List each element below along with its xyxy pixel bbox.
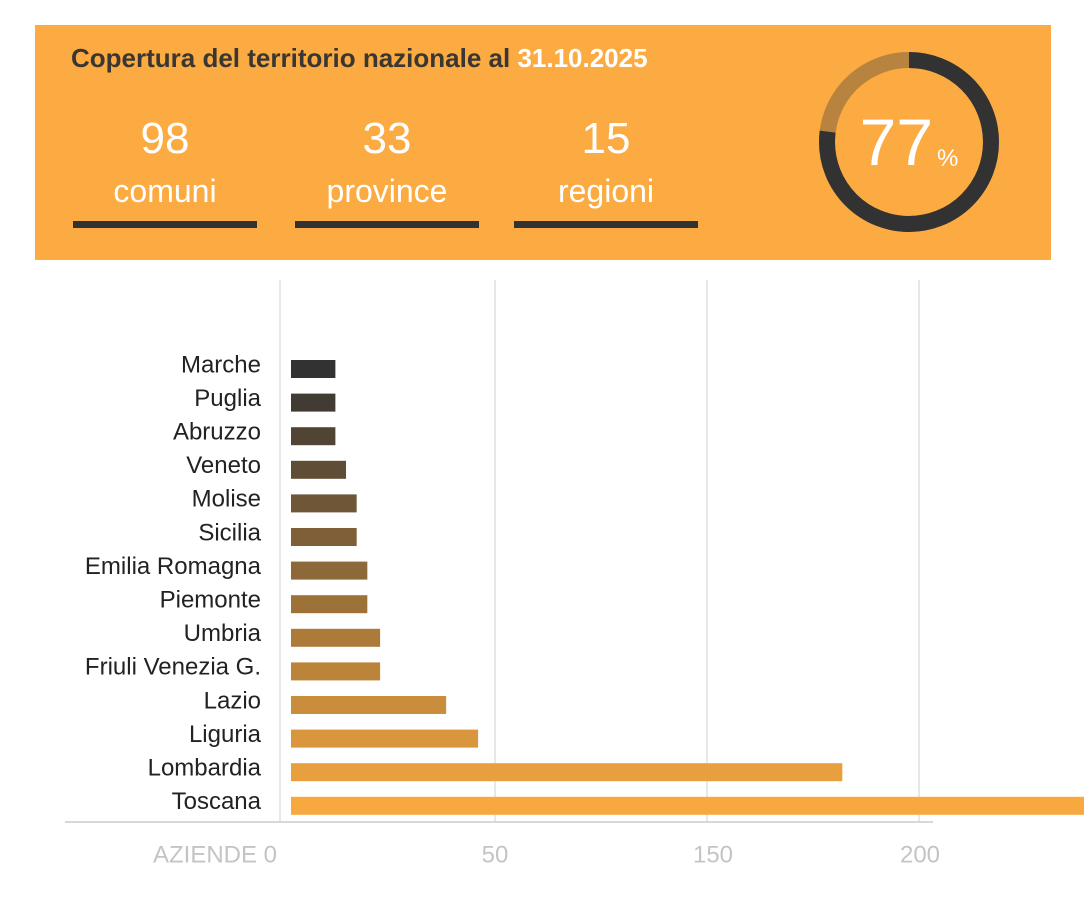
stat-regioni-label: regioni (557, 173, 655, 209)
category-label: Toscana (172, 788, 262, 815)
coverage-gauge (819, 52, 999, 232)
bar-sicilia (291, 528, 357, 546)
x-tick-label: 150 (693, 841, 733, 868)
stat-comuni-value: 98 (140, 114, 190, 163)
category-label: Abruzzo (173, 419, 261, 446)
banner-title: Copertura del territorio nazionale al 31… (71, 43, 648, 74)
bar-piemonte (291, 595, 368, 614)
category-label: Emilia Romagna (85, 553, 262, 580)
bar-friuli-venezia-g (291, 662, 381, 681)
category-label: Lombardia (148, 755, 262, 782)
gauge-label: 77% (818, 51, 1000, 233)
category-label: Umbria (184, 620, 262, 647)
category-label: Puglia (194, 385, 261, 412)
chart-bars (291, 360, 1084, 815)
chart-gridlines (65, 280, 933, 823)
x-tick-label: AZIENDE 0 (153, 841, 277, 868)
gauge-percent-value: 77 (859, 105, 934, 179)
gauge-percent-sign: % (937, 145, 959, 172)
category-label: Friuli Venezia G. (85, 654, 261, 681)
bar-emilia-romagna (291, 561, 368, 580)
stat-regioni: 15 regioni (514, 113, 698, 228)
category-label: Piemonte (160, 587, 261, 614)
bar-marche (291, 360, 336, 378)
gauge-progress-arc (819, 52, 999, 232)
stat-comuni-label: comuni (113, 173, 217, 209)
stat-province-value: 33 (362, 114, 412, 163)
category-label: Molise (192, 486, 261, 513)
stat-province-underline (295, 221, 479, 228)
chart-category-labels: Marche Puglia Abruzzo Veneto Molise Sicilia Em… (85, 351, 262, 815)
stat-comuni-underline (73, 221, 257, 228)
bar-liguria (291, 729, 479, 748)
bar-lazio (291, 696, 447, 714)
bar-puglia (291, 393, 336, 412)
banner-title-text: Copertura del territorio nazionale al (71, 43, 511, 73)
category-label: Marche (181, 351, 261, 378)
bar-lombardia (291, 763, 843, 782)
x-tick-label: 200 (900, 841, 940, 868)
chart-tick-labels: AZIENDE 0 50 150 200 (153, 841, 940, 868)
banner-date: 31.10.2025 (517, 43, 648, 73)
bar-veneto (291, 460, 347, 479)
coverage-banner: Copertura del territorio nazionale al 31… (35, 25, 1051, 260)
bar-molise (291, 494, 357, 513)
category-label: Sicilia (198, 519, 261, 546)
bar-toscana (291, 796, 1084, 815)
category-label: Liguria (189, 721, 262, 748)
stat-regioni-underline (514, 221, 698, 228)
stat-regioni-value: 15 (581, 114, 631, 163)
stat-comuni: 98 comuni (73, 113, 257, 228)
x-tick-label: 50 (482, 841, 509, 868)
stat-province-label: province (326, 173, 448, 209)
bar-umbria (291, 628, 381, 647)
category-label: Lazio (204, 687, 261, 714)
category-label: Veneto (186, 452, 261, 479)
bar-abruzzo (291, 427, 336, 446)
stat-province: 33 province (295, 113, 479, 228)
